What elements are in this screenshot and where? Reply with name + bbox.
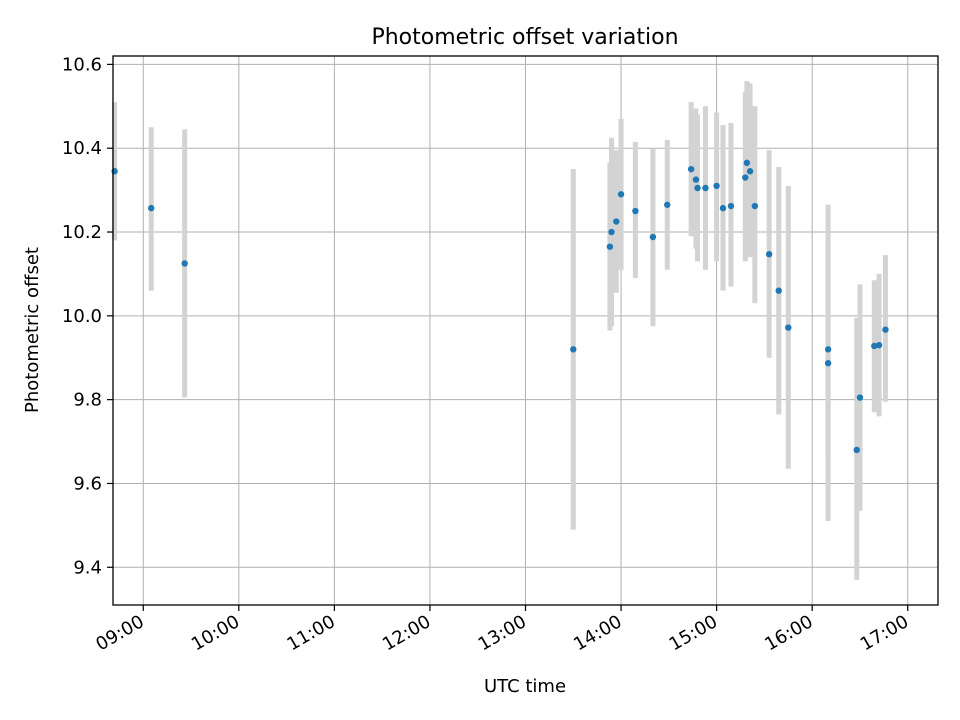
data-point	[608, 228, 615, 236]
data-point	[692, 176, 700, 183]
y-tick-label: 10.4	[62, 138, 102, 159]
data-point	[824, 359, 832, 367]
data-point	[613, 218, 620, 225]
data-point	[853, 446, 860, 454]
data-point	[871, 342, 878, 350]
data-point	[606, 243, 614, 250]
data-point	[617, 191, 625, 198]
data-point	[743, 159, 751, 167]
data-point	[727, 202, 735, 210]
y-tick-label: 10.0	[62, 306, 102, 327]
data-point	[751, 202, 759, 210]
data-point	[694, 184, 701, 192]
data-point	[775, 287, 782, 294]
data-point	[181, 260, 188, 267]
data-point	[875, 341, 883, 349]
data-point	[687, 165, 695, 173]
data-point	[765, 251, 773, 258]
y-tick-label: 10.6	[62, 54, 102, 75]
data-point	[882, 326, 889, 333]
x-axis-label: UTC time	[484, 676, 566, 697]
data-point	[785, 324, 792, 331]
data-point	[713, 182, 720, 190]
data-points	[111, 159, 889, 454]
data-point	[632, 207, 639, 215]
data-point	[570, 346, 577, 353]
y-tick-label: 9.4	[73, 557, 102, 578]
data-point	[649, 233, 657, 241]
data-point	[664, 201, 671, 208]
data-point	[742, 174, 749, 181]
data-point	[824, 346, 832, 353]
y-axis-label: Photometric offset	[22, 247, 43, 413]
data-point	[702, 184, 709, 192]
data-point	[719, 204, 727, 212]
y-tick-label: 10.2	[62, 222, 102, 243]
chart-title: Photometric offset variation	[371, 25, 678, 50]
data-point	[856, 394, 864, 401]
data-point	[746, 168, 754, 175]
y-tick-label: 9.6	[73, 473, 102, 494]
data-point	[148, 204, 155, 212]
y-tick-label: 9.8	[73, 390, 102, 411]
